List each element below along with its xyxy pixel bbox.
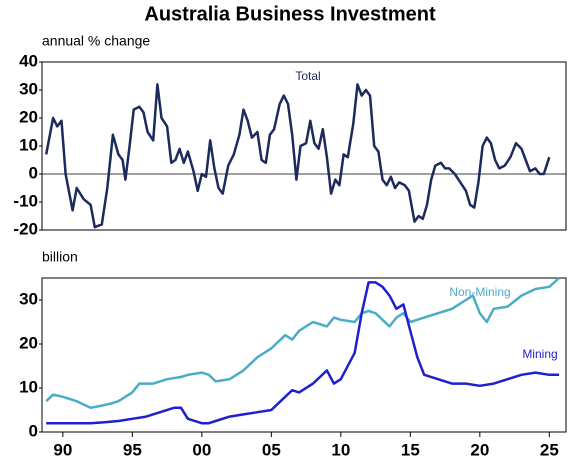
x-tick-label: 25 <box>540 440 559 459</box>
x-tick-label: 15 <box>401 440 420 459</box>
axis-subtitle: billion <box>42 249 78 265</box>
y-tick-label: 30 <box>19 79 38 98</box>
plot-frame <box>41 277 567 433</box>
x-tick-label: 10 <box>331 440 350 459</box>
y-tick-label: 40 <box>19 51 38 70</box>
y-tick-label: 30 <box>19 289 38 308</box>
y-tick-label: 0 <box>29 163 38 182</box>
x-tick-label: 95 <box>123 440 142 459</box>
series-label: Total <box>295 69 320 83</box>
x-tick-label: 00 <box>192 440 211 459</box>
y-tick-label: 0 <box>29 421 38 440</box>
y-tick-label: -10 <box>13 191 38 210</box>
series-label: Non-Mining <box>449 285 510 299</box>
y-tick-label: 20 <box>19 107 38 126</box>
y-tick-label: -20 <box>13 219 38 238</box>
series-label: Mining <box>522 347 557 361</box>
y-tick-label: 10 <box>19 377 38 396</box>
axis-subtitle: annual % change <box>42 33 150 49</box>
x-tick-label: 90 <box>53 440 72 459</box>
chart-title: Australia Business Investment <box>144 3 436 25</box>
y-tick-label: 10 <box>19 135 38 154</box>
series-line <box>45 277 560 410</box>
series-line <box>46 281 560 425</box>
plot-frame <box>41 61 567 231</box>
x-tick-label: 05 <box>262 440 281 459</box>
y-tick-label: 20 <box>19 333 38 352</box>
series-line <box>44 83 551 229</box>
x-tick-label: 20 <box>470 440 489 459</box>
